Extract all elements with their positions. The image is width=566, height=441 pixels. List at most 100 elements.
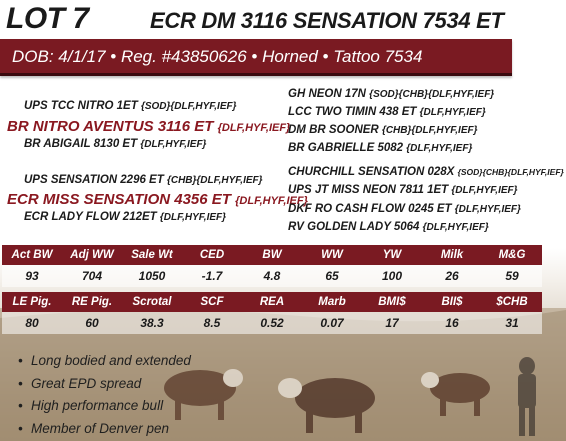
- epd-table-1: Act BW Adj WW Sale Wt CED BW WW YW Milk …: [2, 245, 542, 287]
- sd-sire-suffix: {CHB}{DLF,HYF,IEF}: [381, 125, 478, 136]
- dam-suffix: {DLF,HYF,IEF}: [235, 195, 308, 207]
- sire-dam-sire: DM BR SOONER {CHB}{DLF,HYF,IEF}: [288, 124, 478, 136]
- epd-value: 80: [2, 312, 62, 334]
- epd-table-1-value-row: 93 704 1050 -1.7 4.8 65 100 26 59: [2, 265, 542, 287]
- bullet-icon: •: [18, 353, 23, 368]
- epd-header: RE Pig.: [62, 292, 122, 312]
- comment-list: • Long bodied and extended • Great EPD spr…: [18, 350, 191, 441]
- comment-item: • Long bodied and extended: [18, 350, 191, 373]
- comment-text: Long bodied and extended: [31, 353, 191, 368]
- sire-sire-sire: GH NEON 17N {SOD}{CHB}{DLF,HYF,IEF}: [288, 88, 494, 100]
- ds-sire-suffix: {SOD}{CHB}{DLF,HYF,IEF}: [457, 167, 564, 177]
- bullet-icon: •: [18, 398, 23, 414]
- epd-value: 16: [422, 312, 482, 334]
- epd-header: WW: [302, 245, 362, 265]
- epd-value: 60: [62, 312, 122, 334]
- epd-header: Milk: [422, 245, 482, 265]
- dam-dam-sire: DKF RO CASH FLOW 0245 ET {DLF,HYF,IEF}: [288, 203, 521, 215]
- epd-value: 59: [482, 265, 542, 287]
- epd-value: 1050: [122, 265, 182, 287]
- comment-item: • Great EPD spread: [18, 373, 191, 396]
- dam-dam-suffix: {DLF,HYF,IEF}: [159, 212, 227, 223]
- sire-sire-dam: LCC TWO TIMIN 438 ET {DLF,HYF,IEF}: [288, 106, 486, 118]
- comment-item: • Member of Denver pen: [18, 418, 191, 441]
- dd-sire-name: DKF RO CASH FLOW 0245 ET: [288, 203, 452, 215]
- epd-value: 38.3: [122, 312, 182, 334]
- sd-dam-suffix: {DLF,HYF,IEF}: [406, 143, 473, 154]
- epd-value: 26: [422, 265, 482, 287]
- dd-dam-name: RV GOLDEN LADY 5064: [288, 221, 420, 233]
- epd-header: SCF: [182, 292, 242, 312]
- bullet-icon: •: [18, 421, 23, 437]
- sire-dam-dam: BR GABRIELLE 5082 {DLF,HYF,IEF}: [288, 142, 472, 154]
- comment-text: High performance bull: [31, 398, 164, 414]
- cow-right: [421, 372, 490, 416]
- epd-header: Adj WW: [62, 245, 122, 265]
- epd-header: $CHB: [482, 292, 542, 312]
- ss-dam-suffix: {DLF,HYF,IEF}: [419, 107, 486, 118]
- bull-name: ECR DM 3116 SENSATION 7534 ET: [150, 8, 504, 33]
- epd-header: Sale Wt: [122, 245, 182, 265]
- ds-dam-name: UPS JT MISS NEON 7811 1ET: [288, 184, 449, 196]
- epd-value: 704: [62, 265, 122, 287]
- epd-header: Marb: [302, 292, 362, 312]
- ss-sire-name: GH NEON 17N: [288, 88, 366, 100]
- ds-sire-name: CHURCHILL SENSATION 028X: [288, 166, 455, 178]
- sd-dam-name: BR GABRIELLE 5082: [288, 142, 404, 154]
- epd-header: BMI$: [362, 292, 422, 312]
- dam-sire-sire: CHURCHILL SENSATION 028X {SOD}{CHB}{DLF,…: [288, 166, 564, 178]
- sd-sire-name: DM BR SOONER: [288, 124, 379, 136]
- cow-center: [278, 378, 375, 433]
- epd-value: 93: [2, 265, 62, 287]
- dam-sire: UPS SENSATION 2296 ET {CHB}{DLF,HYF,IEF}: [24, 174, 263, 186]
- sire-dam-suffix: {DLF,HYF,IEF}: [140, 139, 207, 150]
- dam-dam: ECR LADY FLOW 212ET {DLF,HYF,IEF}: [24, 211, 226, 223]
- epd-table-2: LE Pig. RE Pig. Scrotal SCF REA Marb BMI…: [2, 292, 542, 334]
- dam-name: ECR MISS SENSATION 4356 ET: [7, 191, 231, 208]
- epd-header: M&G: [482, 245, 542, 265]
- sire-dam: BR ABIGAIL 8130 ET {DLF,HYF,IEF}: [24, 138, 206, 150]
- cattleman-figure: [518, 357, 536, 436]
- sire: BR NITRO AVENTUS 3116 ET {DLF,HYF,IEF}: [7, 118, 290, 135]
- epd-table-1-header-row: Act BW Adj WW Sale Wt CED BW WW YW Milk …: [2, 245, 542, 265]
- ss-sire-suffix: {SOD}{CHB}{DLF,HYF,IEF}: [369, 89, 495, 100]
- epd-value: 0.52: [242, 312, 302, 334]
- sire-suffix: {DLF,HYF,IEF}: [217, 122, 291, 134]
- epd-header: BW: [242, 245, 302, 265]
- sire-sire-suffix: {SOD}{DLF,HYF,IEF}: [140, 101, 237, 112]
- dam-sire-suffix: {CHB}{DLF,HYF,IEF}: [166, 175, 263, 186]
- epd-value: 65: [302, 265, 362, 287]
- dam-dam-name: ECR LADY FLOW 212ET: [24, 211, 157, 223]
- sire-dam-name: BR ABIGAIL 8130 ET: [24, 138, 138, 150]
- comment-text: Member of Denver pen: [31, 421, 170, 437]
- info-bar-text: DOB: 4/1/17 • Reg. #43850626 • Horned • …: [12, 47, 423, 66]
- epd-value: 0.07: [302, 312, 362, 334]
- dam-sire-name: UPS SENSATION 2296 ET: [24, 174, 164, 186]
- ss-dam-name: LCC TWO TIMIN 438 ET: [288, 106, 417, 118]
- epd-header: CED: [182, 245, 242, 265]
- sire-sire: UPS TCC NITRO 1ET {SOD}{DLF,HYF,IEF}: [24, 100, 237, 112]
- epd-value: 100: [362, 265, 422, 287]
- ds-dam-suffix: {DLF,HYF,IEF}: [451, 185, 518, 196]
- dam-dam-dam: RV GOLDEN LADY 5064 {DLF,HYF,IEF}: [288, 221, 489, 233]
- epd-value: 17: [362, 312, 422, 334]
- info-bar: DOB: 4/1/17 • Reg. #43850626 • Horned • …: [0, 39, 512, 76]
- sire-name: BR NITRO AVENTUS 3116 ET: [7, 118, 214, 135]
- cow-left: [164, 369, 243, 420]
- dd-dam-suffix: {DLF,HYF,IEF}: [422, 222, 489, 233]
- dam-sire-dam: UPS JT MISS NEON 7811 1ET {DLF,HYF,IEF}: [288, 184, 518, 196]
- epd-header: YW: [362, 245, 422, 265]
- epd-value: 4.8: [242, 265, 302, 287]
- epd-table-2-value-row: 80 60 38.3 8.5 0.52 0.07 17 16 31: [2, 312, 542, 334]
- dd-sire-suffix: {DLF,HYF,IEF}: [454, 204, 521, 215]
- epd-header: Act BW: [2, 245, 62, 265]
- epd-header: REA: [242, 292, 302, 312]
- epd-header: BII$: [422, 292, 482, 312]
- epd-value: 8.5: [182, 312, 242, 334]
- comment-item: • High performance bull: [18, 395, 191, 418]
- epd-table-2-header-row: LE Pig. RE Pig. Scrotal SCF REA Marb BMI…: [2, 292, 542, 312]
- comment-text: Great EPD spread: [31, 375, 142, 391]
- epd-header: LE Pig.: [2, 292, 62, 312]
- sire-sire-name: UPS TCC NITRO 1ET: [24, 100, 138, 112]
- lot-number: LOT 7: [6, 2, 89, 35]
